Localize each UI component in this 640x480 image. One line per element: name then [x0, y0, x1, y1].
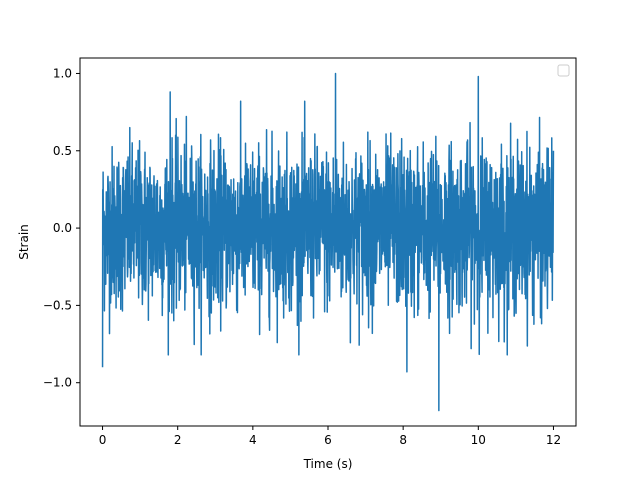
strain-series-line	[101, 72, 555, 412]
y-axis-ticks: −1.0 −0.5 0.0 0.5 1.0	[43, 66, 80, 390]
x-tick-label: 10	[471, 433, 486, 447]
x-tick-label: 12	[546, 433, 561, 447]
series-layer	[101, 72, 555, 412]
x-tick-label: 8	[399, 433, 407, 447]
y-tick-label: 0.0	[53, 221, 72, 235]
y-tick-label: 0.5	[53, 144, 72, 158]
x-tick-label: 2	[174, 433, 182, 447]
y-axis-label: Strain	[17, 224, 31, 260]
y-tick-label: −1.0	[43, 376, 72, 390]
y-tick-label: −0.5	[43, 298, 72, 312]
x-tick-label: 6	[324, 433, 332, 447]
x-tick-label: 0	[99, 433, 107, 447]
y-tick-label: 1.0	[53, 66, 72, 80]
x-axis-label: Time (s)	[303, 457, 353, 471]
x-axis-ticks: 0 2 4 6 8 10 12	[99, 426, 561, 447]
x-tick-label: 4	[249, 433, 257, 447]
legend-box[interactable]	[557, 64, 570, 77]
